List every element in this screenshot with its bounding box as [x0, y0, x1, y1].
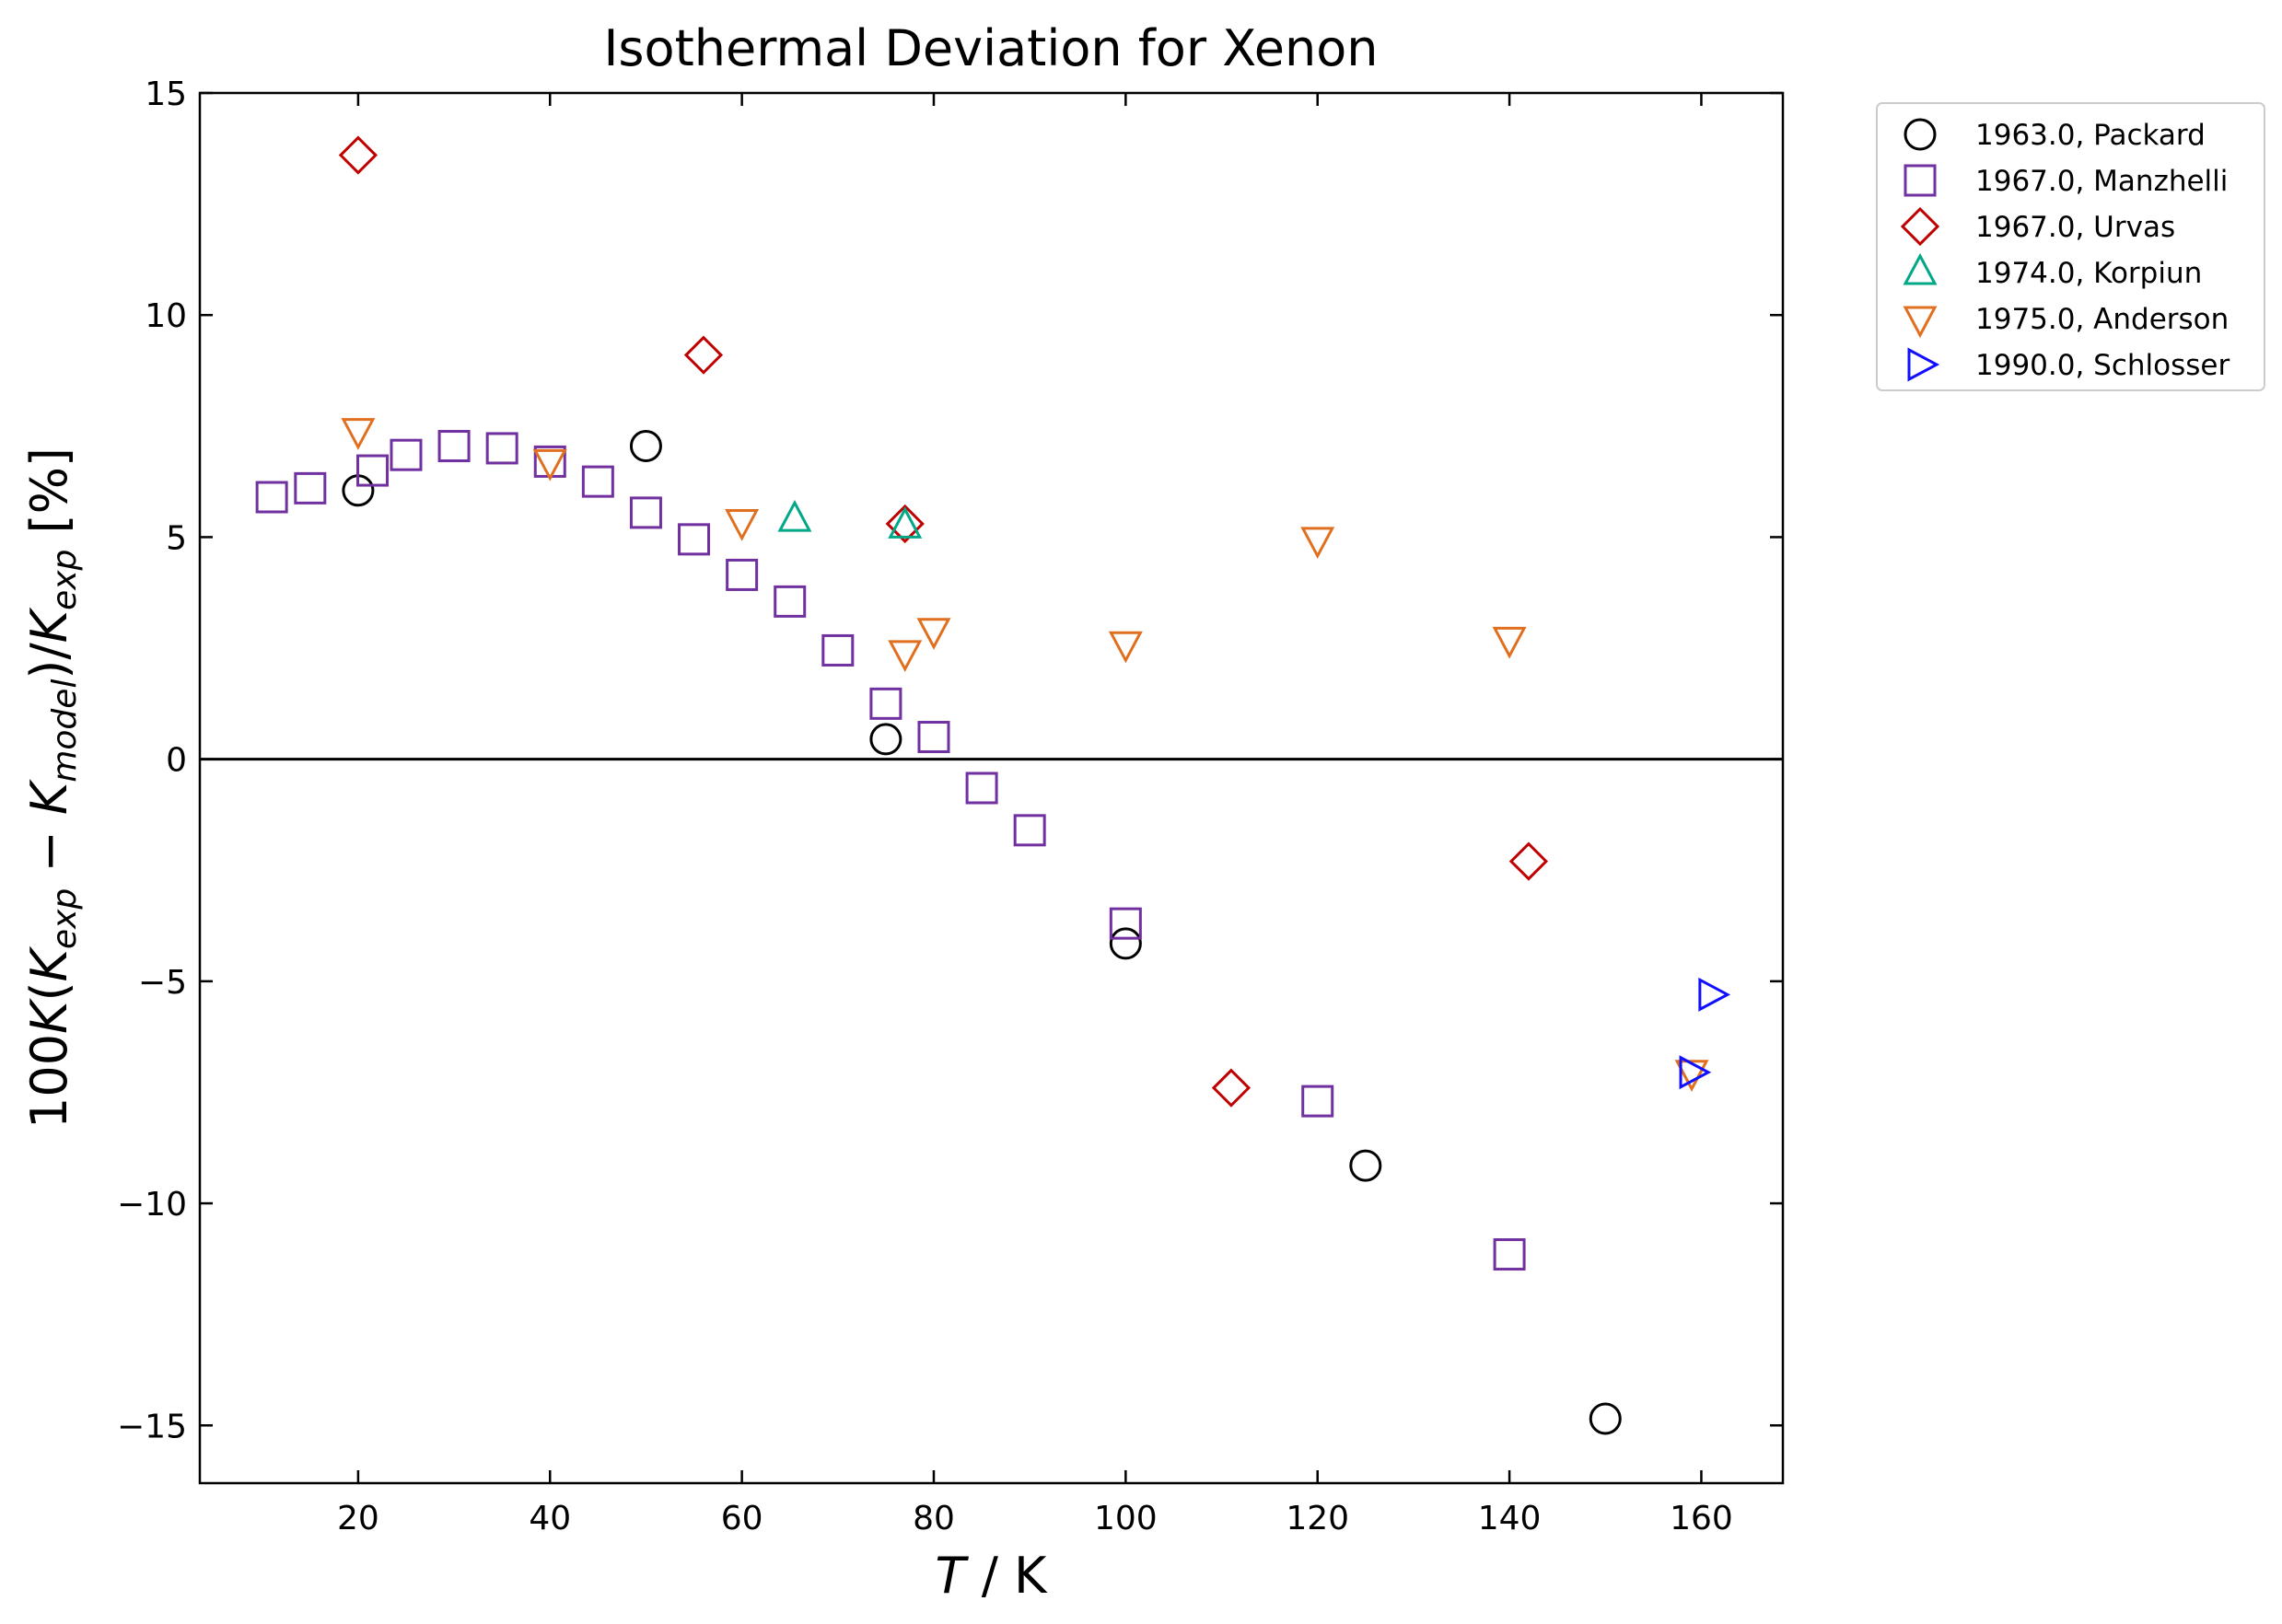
- data-point: [1679, 1055, 1712, 1090]
- data-point: [777, 499, 812, 532]
- series-3: [777, 499, 923, 539]
- legend-label: 1990.0, Schlosser: [1975, 349, 2230, 382]
- plot-area: [198, 91, 1785, 1485]
- data-point: [869, 723, 902, 756]
- x-tick-label: 20: [337, 1500, 379, 1537]
- data-point: [1109, 927, 1142, 960]
- data-point: [255, 481, 288, 514]
- legend-marker: [1904, 118, 1937, 151]
- legend-label: 1967.0, Manzhelli: [1975, 165, 2228, 198]
- data-point: [1589, 1402, 1622, 1435]
- data-point: [629, 430, 662, 463]
- data-point: [726, 558, 759, 591]
- x-tick-label: 140: [1478, 1500, 1542, 1537]
- series-1: [255, 430, 1526, 1271]
- legend-marker: [1900, 206, 1940, 247]
- y-axis: −15 −10 −5 0 5 10 15: [117, 75, 1783, 1445]
- data-point: [1508, 841, 1549, 881]
- x-tick-label: 60: [721, 1500, 763, 1537]
- legend-label: 1974.0, Korpiun: [1975, 257, 2202, 290]
- y-tick-label: 15: [145, 75, 187, 113]
- x-tick-label: 120: [1286, 1500, 1349, 1537]
- x-tick-label: 80: [913, 1500, 955, 1537]
- data-point: [885, 504, 925, 544]
- data-point: [965, 771, 998, 805]
- series-5: [1679, 977, 1731, 1090]
- data-point: [1674, 1060, 1709, 1092]
- data-point: [437, 430, 471, 463]
- data-point: [916, 618, 951, 650]
- data-point: [1493, 1238, 1526, 1271]
- legend-marker: [1907, 347, 1940, 382]
- y-tick-label: −10: [117, 1186, 187, 1224]
- series-2: [338, 135, 1549, 1108]
- data-points: [255, 135, 1731, 1435]
- data-point: [1108, 631, 1143, 664]
- data-point: [390, 438, 423, 471]
- legend-marker: [1903, 252, 1938, 285]
- legend-label: 1967.0, Urvas: [1975, 211, 2175, 244]
- x-tick-label: 160: [1670, 1500, 1733, 1537]
- chart-title: Isothermal Deviation for Xenon: [604, 19, 1379, 77]
- data-point: [1109, 907, 1142, 940]
- data-point: [532, 448, 567, 481]
- data-point: [774, 585, 807, 618]
- x-tick-label: 40: [529, 1500, 571, 1537]
- data-point: [1013, 814, 1046, 847]
- data-point: [725, 509, 760, 541]
- data-point: [485, 432, 518, 465]
- data-point: [869, 687, 902, 720]
- y-tick-label: −5: [138, 964, 187, 1002]
- legend-label: 1975.0, Anderson: [1975, 303, 2229, 336]
- data-point: [1211, 1068, 1252, 1108]
- data-point: [1492, 626, 1527, 659]
- y-tick-label: 10: [145, 297, 187, 335]
- data-point: [1301, 1085, 1334, 1118]
- data-point: [1698, 977, 1731, 1012]
- data-point: [356, 454, 390, 487]
- data-point: [917, 721, 950, 754]
- y-tick-label: −15: [117, 1408, 187, 1445]
- x-tick-label: 100: [1094, 1500, 1158, 1537]
- data-point: [821, 633, 855, 667]
- data-point: [294, 471, 327, 505]
- y-tick-label: 0: [166, 742, 187, 780]
- data-point: [678, 523, 711, 556]
- data-point: [338, 135, 378, 175]
- legend-marker: [1903, 306, 1938, 339]
- series-0: [342, 430, 1622, 1435]
- legend: 1963.0, Packard 1967.0, Manzhelli 1967.0, …: [1876, 102, 2265, 391]
- data-point: [581, 465, 614, 498]
- y-axis-label: 100K(Kexp − Kmodel)/Kexp [%]: [20, 447, 84, 1129]
- data-point: [888, 640, 923, 673]
- data-point: [888, 506, 923, 539]
- data-point: [629, 496, 662, 529]
- data-point: [1300, 527, 1335, 560]
- data-point: [341, 418, 376, 450]
- series-4: [341, 418, 1709, 1092]
- x-axis: 20 40 60 80 100 120 140 160: [337, 93, 1733, 1537]
- data-point: [683, 335, 724, 375]
- data-point: [1349, 1149, 1382, 1182]
- y-tick-label: 5: [166, 519, 187, 557]
- x-axis-label: T / K: [936, 1547, 1049, 1605]
- legend-label: 1963.0, Packard: [1975, 119, 2206, 152]
- legend-marker: [1904, 164, 1937, 197]
